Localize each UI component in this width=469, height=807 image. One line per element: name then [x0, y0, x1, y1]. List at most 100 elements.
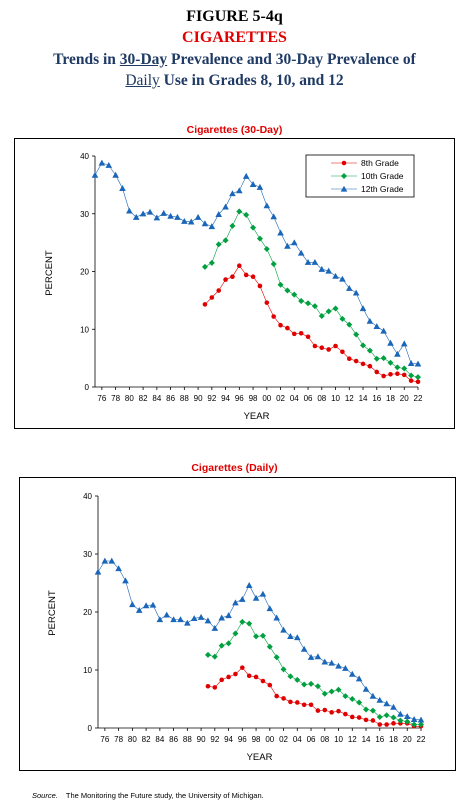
cd-y-axis-label: PERCENT: [47, 590, 58, 636]
c30-x-tick-label: 22: [414, 394, 423, 403]
c30-data-point: [387, 339, 394, 346]
cd-data-point: [246, 620, 253, 627]
cd-data-point: [204, 617, 212, 624]
cd-data-point: [239, 618, 246, 625]
figure-number: FIGURE 5-4q: [186, 8, 283, 25]
cd-data-point: [397, 710, 404, 717]
cd-data-point: [197, 613, 205, 620]
cd-x-tick-label: 10: [334, 735, 343, 744]
c30-data-point: [401, 365, 408, 372]
cd-data-point: [204, 651, 211, 658]
cd-data-point: [232, 599, 239, 606]
c30-data-point: [366, 317, 374, 324]
c30-data-point: [187, 218, 195, 225]
cd-data-point: [240, 665, 245, 670]
c30-y-tick-label: 40: [80, 152, 89, 161]
cd-data-point: [273, 614, 280, 621]
c30-data-point: [339, 315, 346, 322]
cd-x-tick-label: 08: [320, 735, 329, 744]
c30-data-point: [408, 372, 415, 379]
cd-data-point: [349, 696, 356, 702]
c30-x-tick-label: 16: [372, 394, 381, 403]
cd-data-point: [253, 674, 259, 680]
cd-data-point: [301, 681, 308, 688]
cd-x-tick-label: 90: [197, 735, 206, 744]
cd-data-point: [308, 702, 314, 708]
cd-data-point: [328, 659, 335, 666]
c30-x-tick-label: 94: [221, 394, 230, 403]
c30-data-point: [319, 345, 325, 351]
cd-data-point: [163, 611, 171, 618]
c30-data-point: [339, 275, 346, 282]
c30-data-point: [271, 314, 276, 319]
cd-data-point: [363, 706, 370, 713]
cd-data-point: [225, 640, 232, 647]
cd-data-point: [342, 693, 349, 700]
cd-data-point: [253, 633, 260, 640]
c30-data-point: [284, 242, 291, 249]
cd-data-point: [280, 626, 287, 633]
cd-data-point: [218, 614, 226, 621]
cd-data-point: [369, 707, 376, 714]
c30-data-point: [311, 258, 319, 265]
cd-data-point: [335, 686, 342, 693]
c30-data-point: [407, 360, 415, 366]
c30-data-point: [208, 259, 215, 266]
c30-data-point: [112, 171, 119, 178]
c30-data-point: [208, 223, 216, 230]
cd-x-tick-label: 96: [238, 735, 247, 744]
c30-data-point: [132, 213, 140, 220]
c30-data-point: [284, 287, 291, 294]
cd-x-tick-label: 04: [293, 735, 302, 744]
c30-data-point: [352, 289, 360, 296]
c30-x-tick-label: 18: [386, 394, 395, 403]
c30-data-point: [209, 295, 215, 300]
c30-data-point: [277, 281, 284, 288]
cd-x-tick-label: 84: [155, 735, 164, 744]
c30-x-tick-label: 20: [400, 394, 409, 403]
c30-data-point: [243, 272, 249, 278]
cd-data-point: [233, 671, 238, 677]
c30-data-point: [229, 222, 236, 229]
c30-data-point: [222, 203, 229, 210]
cd-y-tick-label: 10: [83, 666, 92, 675]
cd-series-line-grade8: [207, 667, 421, 727]
cd-data-point: [349, 714, 355, 720]
cd-x-tick-label: 14: [362, 735, 371, 744]
c30-data-point: [256, 183, 264, 190]
chart-daily-title: Cigarettes (Daily): [191, 462, 278, 474]
cd-x-tick-label: 00: [265, 735, 274, 744]
c30-data-point: [250, 224, 257, 231]
cd-data-point: [259, 590, 267, 597]
cd-x-tick-label: 02: [279, 735, 288, 744]
c30-data-point: [119, 185, 126, 191]
c30-data-point: [257, 283, 263, 289]
cd-data-point: [294, 700, 300, 705]
c30-data-point: [298, 297, 305, 304]
c30-data-point: [387, 359, 394, 366]
cd-x-tick-label: 06: [307, 735, 316, 744]
cd-data-point: [212, 685, 218, 690]
c30-legend-label: 8th Grade: [361, 158, 399, 168]
c30-data-point: [408, 378, 414, 383]
cd-x-tick-label: 80: [128, 735, 137, 744]
cd-data-point: [328, 688, 335, 695]
c30-data-point: [278, 322, 283, 328]
c30-x-tick-label: 92: [207, 394, 216, 403]
cd-data-point: [294, 676, 301, 683]
c30-y-tick-label: 10: [80, 325, 89, 334]
chart-30day-title: Cigarettes (30-Day): [186, 124, 283, 136]
cd-data-point: [410, 716, 418, 722]
cd-data-point: [363, 717, 369, 723]
cd-data-point: [115, 565, 122, 572]
c30-data-point: [256, 235, 263, 242]
c30-data-point: [346, 356, 352, 362]
cd-data-point: [267, 682, 273, 688]
c30-data-point: [414, 360, 422, 367]
cd-y-tick-label: 0: [88, 724, 93, 733]
c30-data-point: [202, 302, 208, 307]
cd-data-point: [417, 716, 425, 723]
cd-data-point: [369, 692, 377, 699]
cd-data-point: [177, 616, 184, 623]
cd-data-point: [156, 616, 164, 623]
